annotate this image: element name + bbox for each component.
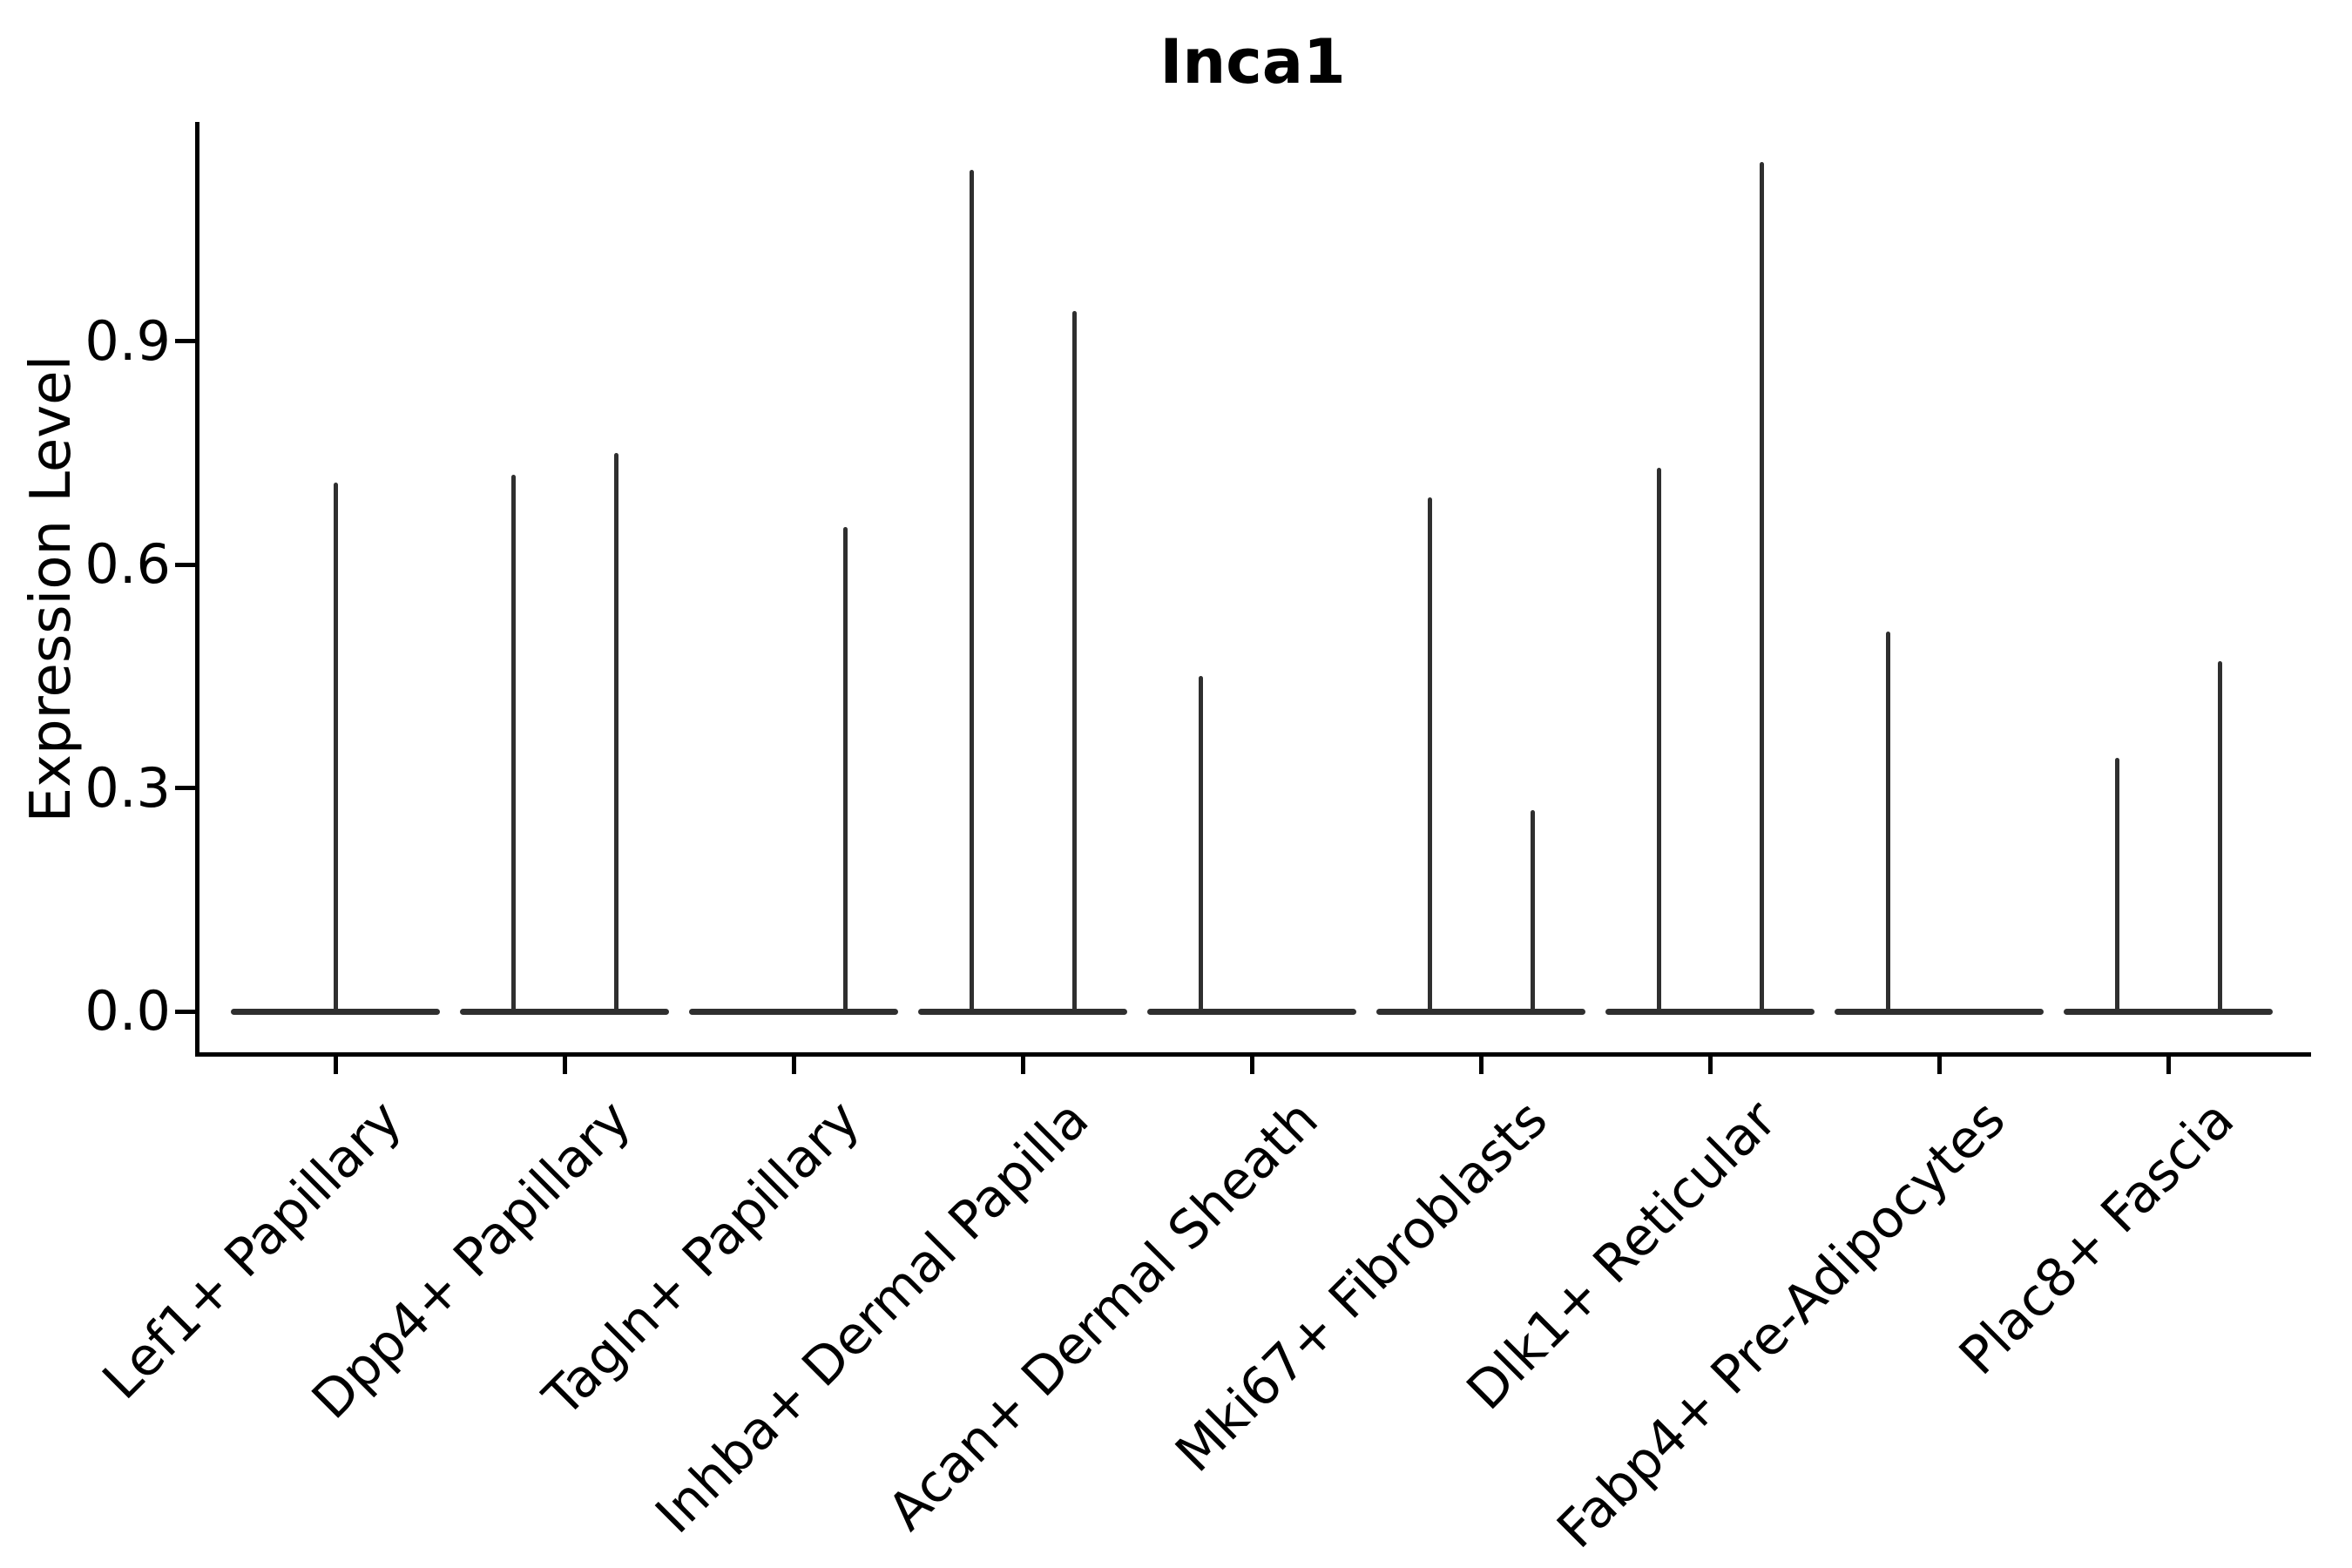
y-tick-label: 0.3 (84, 755, 171, 820)
violin-spike (2217, 661, 2222, 1014)
violin-baseline (918, 1008, 1127, 1015)
violin-baseline (460, 1008, 669, 1015)
violin-baseline (1605, 1008, 1815, 1015)
violin-spike (613, 452, 618, 1014)
violin-spike (1530, 810, 1535, 1014)
x-tick-mark (2166, 1054, 2171, 1074)
x-tick-label: Mki67+ Fibroblasts (1163, 1089, 1559, 1484)
x-tick-mark (562, 1054, 567, 1074)
violin-spike (1427, 497, 1432, 1014)
violin-spike (842, 527, 848, 1014)
x-tick-mark (1249, 1054, 1254, 1074)
y-tick-label: 0.0 (84, 979, 171, 1043)
y-tick-mark (175, 339, 195, 343)
violin-spike (333, 482, 338, 1014)
violin-spike (1198, 676, 1203, 1014)
violin-baseline (1376, 1008, 1585, 1015)
y-tick-mark (175, 786, 195, 790)
violin-spike (510, 475, 516, 1014)
x-tick-mark (791, 1054, 796, 1074)
violin-baseline (1147, 1008, 1356, 1015)
y-tick-label: 0.9 (84, 308, 171, 373)
x-tick-mark (1478, 1054, 1484, 1074)
violin-baseline (2064, 1008, 2273, 1015)
x-tick-label: Inhba+ Dermal Papilla (644, 1089, 1101, 1545)
violin-spike (969, 169, 974, 1014)
y-tick-label: 0.6 (84, 532, 171, 596)
y-axis-line (195, 122, 199, 1057)
violin-spike (2114, 758, 2119, 1014)
violin-baseline (689, 1008, 898, 1015)
chart-title: Inca1 (1159, 26, 1346, 98)
y-tick-mark (175, 1009, 195, 1014)
x-tick-label: Acan+ Dermal Sheath (875, 1089, 1330, 1543)
x-tick-mark (1020, 1054, 1025, 1074)
violin-spike (1071, 311, 1077, 1014)
violin-baseline (1835, 1008, 2044, 1015)
x-tick-mark (333, 1054, 338, 1074)
y-tick-mark (175, 562, 195, 567)
violin-spike (1885, 631, 1890, 1014)
x-tick-mark (1707, 1054, 1713, 1074)
violin-spike (1656, 467, 1661, 1014)
x-tick-mark (1936, 1054, 1942, 1074)
violin-spike (1759, 162, 1764, 1014)
x-tick-label: Fabp4+ Pre-Adipocytes (1545, 1089, 2017, 1560)
